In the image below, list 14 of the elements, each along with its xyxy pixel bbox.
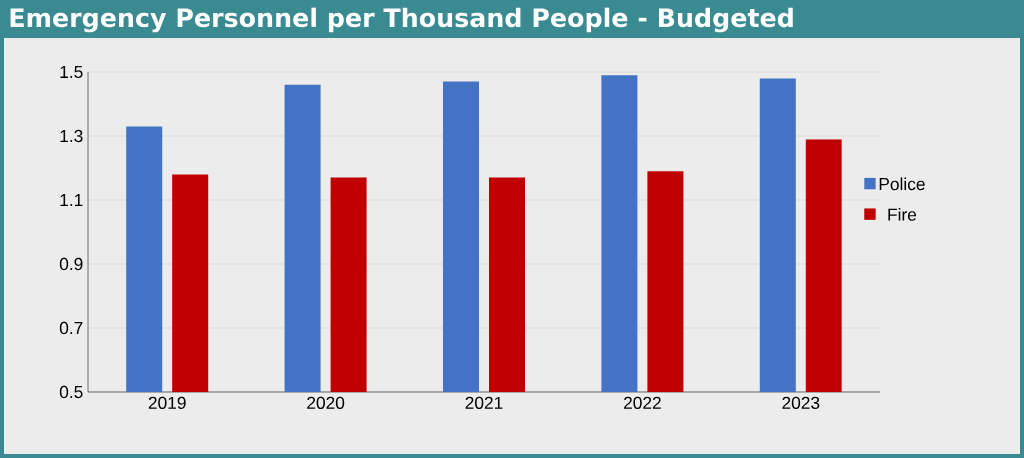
x-tick-label: 2023 — [782, 396, 820, 409]
chart-title: Emergency Personnel per Thousand People - Budgeted — [10, 7, 793, 33]
x-tick-label: 2022 — [624, 396, 661, 409]
y-tick-label: 1.3 — [60, 129, 83, 143]
y-tick-label: 1.1 — [60, 194, 83, 206]
legend-label: Fire — [888, 207, 917, 221]
y-tick-label: 1.5 — [60, 65, 83, 79]
y-tick-label: 0.5 — [59, 385, 83, 399]
legend-label: Police — [879, 177, 925, 191]
y-tick-label: 0.7 — [59, 321, 83, 335]
y-tick-label: 0.9 — [59, 257, 83, 271]
x-tick-label: 2020 — [307, 396, 345, 409]
x-tick-label: 2019 — [148, 396, 186, 409]
x-tick-label: 2021 — [465, 396, 503, 409]
